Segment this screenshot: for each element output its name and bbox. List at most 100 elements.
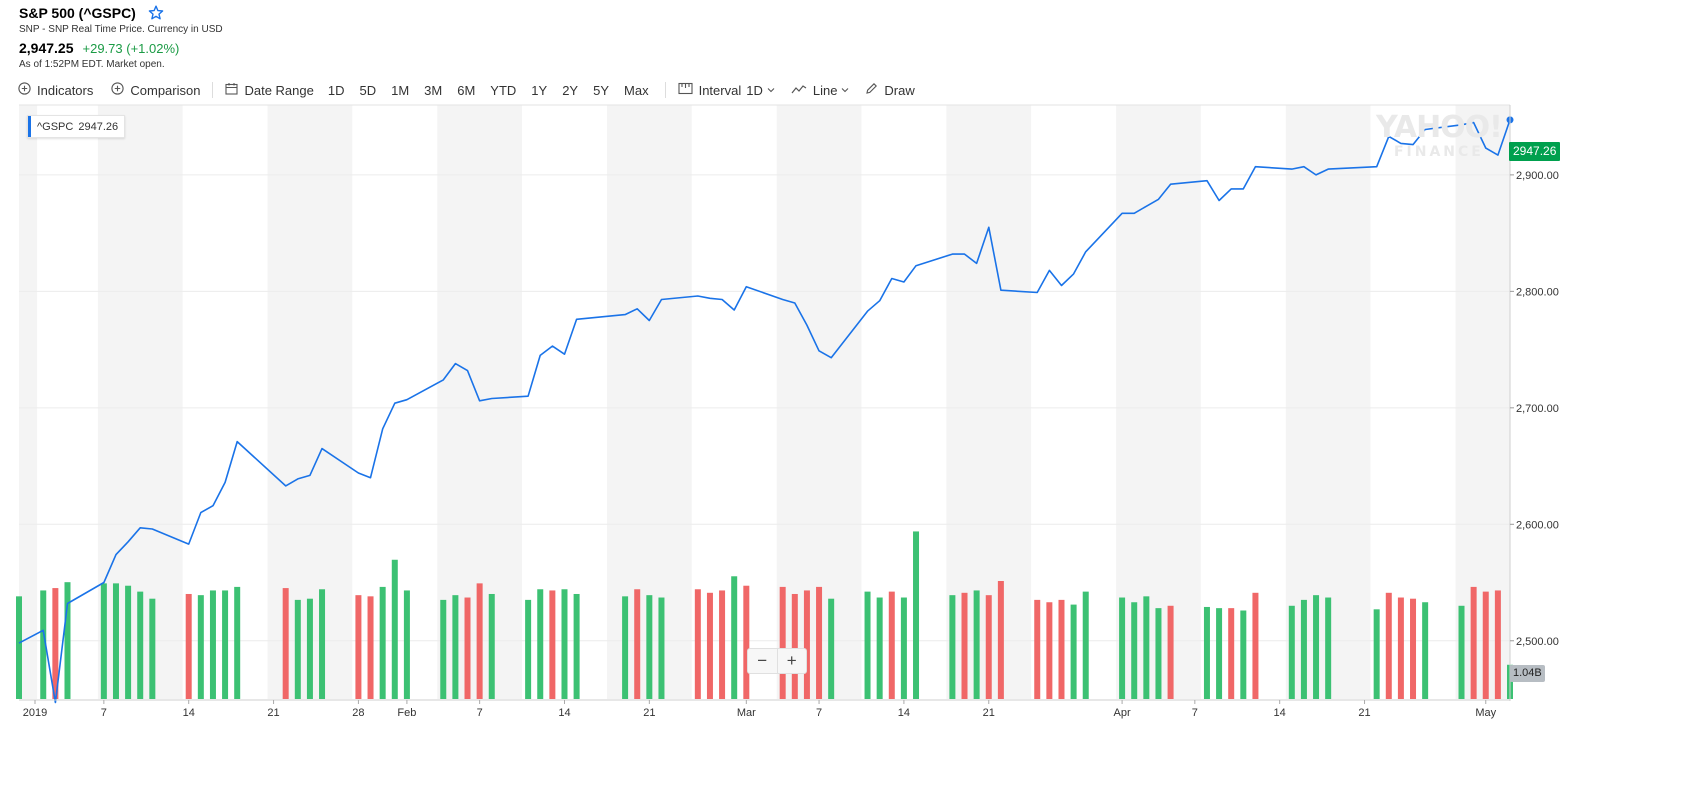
star-icon[interactable] <box>148 5 164 21</box>
volume-bar <box>440 599 447 699</box>
volume-bar <box>306 598 313 699</box>
volume-bar <box>209 590 216 699</box>
range-2y-button[interactable]: 2Y <box>562 82 579 98</box>
volume-bar <box>743 585 750 699</box>
volume-bar <box>791 593 798 699</box>
x-tick-label: 28 <box>352 707 364 719</box>
volume-bar <box>1155 608 1162 699</box>
volume-bar <box>1288 605 1295 699</box>
volume-bar <box>1070 604 1077 699</box>
x-tick-label: 21 <box>1358 707 1370 719</box>
interval-label: Interval <box>698 82 742 98</box>
volume-max-tag: 1.04B <box>1510 665 1545 682</box>
chevron-down-icon <box>767 85 775 95</box>
volume-bar <box>476 583 483 699</box>
volume-bar <box>549 590 556 699</box>
quote-source: SNP - SNP Real Time Price. Currency in U… <box>19 24 223 35</box>
draw-button[interactable]: Draw <box>865 82 915 98</box>
legend-value: 2947.26 <box>78 120 119 133</box>
line-chart-icon <box>791 83 807 98</box>
y-axis-ticks: 2,500.00 2,600.00 2,700.00 2,800.00 2,900.00 <box>1510 170 1559 648</box>
volume-bar <box>282 588 289 699</box>
volume-bar <box>1422 602 1429 699</box>
quote-title: S&P 500 (^GSPC) <box>19 5 136 21</box>
comparison-button[interactable]: Comparison <box>111 82 200 98</box>
volume-bar <box>1397 597 1404 699</box>
range-buttons: 1D 5D 1M 3M 6M YTD 1Y 2Y 5Y Max <box>328 83 649 98</box>
volume-bar <box>1410 598 1417 699</box>
chart-type-dropdown[interactable]: Line <box>791 83 850 98</box>
volume-bar <box>888 591 895 699</box>
series-legend[interactable]: ^GSPC 2947.26 <box>27 115 126 138</box>
x-tick-label: Feb <box>397 707 416 719</box>
y-tick-label: 2,500.00 <box>1516 636 1559 648</box>
volume-bar <box>646 595 653 699</box>
volume-bar <box>1300 599 1307 699</box>
volume-bar <box>706 592 713 699</box>
volume-bar <box>355 595 362 699</box>
x-tick-label: 2019 <box>23 707 47 719</box>
volume-bar <box>634 589 641 699</box>
range-1m-button[interactable]: 1M <box>391 82 410 98</box>
volume-bar <box>1458 605 1465 699</box>
zoom-out-button[interactable]: − <box>757 651 768 670</box>
x-tick-label: Apr <box>1114 707 1131 719</box>
range-1y-button[interactable]: 1Y <box>531 82 548 98</box>
range-3m-button[interactable]: 3M <box>424 82 443 98</box>
x-tick-label: May <box>1475 707 1496 719</box>
volume-bar <box>1143 596 1150 699</box>
volume-bar <box>694 589 701 699</box>
week-bands <box>19 105 1510 699</box>
range-ytd-button[interactable]: YTD <box>490 82 517 98</box>
volume-bar <box>803 590 810 699</box>
y-tick-label: 2,600.00 <box>1516 519 1559 531</box>
volume-bar <box>1313 595 1320 699</box>
chart-toolbar: Indicators Comparison Date Range 1D 5D 1… <box>18 79 915 101</box>
volume-bar <box>185 593 192 699</box>
comparison-label: Comparison <box>130 82 201 98</box>
range-6m-button[interactable]: 6M <box>457 82 476 98</box>
volume-bar <box>1119 597 1126 699</box>
x-tick-label: 14 <box>898 707 910 719</box>
pencil-icon <box>865 82 878 98</box>
x-tick-label: Mar <box>737 707 756 719</box>
plus-circle-icon <box>18 82 31 98</box>
y-tick-label: 2,700.00 <box>1516 403 1559 415</box>
range-5y-button[interactable]: 5Y <box>593 82 610 98</box>
volume-bar <box>452 595 459 699</box>
date-range-label: Date Range <box>244 82 314 98</box>
indicators-button[interactable]: Indicators <box>18 82 93 98</box>
y-tick-label: 2,800.00 <box>1516 286 1559 298</box>
quote-price: 2,947.25 <box>19 40 74 56</box>
last-price-tag: 2947.26 <box>1509 142 1561 161</box>
zoom-in-button[interactable]: + <box>776 649 807 673</box>
volume-bar <box>1034 599 1041 699</box>
volume-bar <box>137 591 144 699</box>
interval-dropdown[interactable]: Interval 1D <box>678 82 775 98</box>
volume-bar <box>367 596 374 699</box>
range-1d-button[interactable]: 1D <box>327 82 345 98</box>
volume-bar <box>525 599 532 699</box>
range-max-button[interactable]: Max <box>624 82 649 98</box>
x-tick-label: 7 <box>101 707 107 719</box>
volume-bar <box>1082 591 1089 699</box>
date-range-button[interactable]: Date Range <box>225 82 314 98</box>
x-tick-label: 7 <box>816 707 822 719</box>
chart-type-label: Line <box>812 82 838 98</box>
plus-circle-icon <box>111 82 125 98</box>
volume-bar <box>1046 602 1053 699</box>
volume-bar <box>573 593 580 699</box>
volume-bar <box>537 589 544 699</box>
volume-bar <box>1325 597 1332 699</box>
volume-bar <box>1482 591 1489 699</box>
volume-bar <box>622 596 629 699</box>
range-5d-button[interactable]: 5D <box>359 82 377 98</box>
volume-bar <box>52 588 59 699</box>
volume-bar <box>464 597 471 699</box>
volume-bar <box>488 593 495 699</box>
volume-bar <box>1240 610 1247 699</box>
volume-bar <box>1385 592 1392 699</box>
grid-lines <box>19 174 1510 642</box>
volume-bar <box>1470 586 1477 699</box>
